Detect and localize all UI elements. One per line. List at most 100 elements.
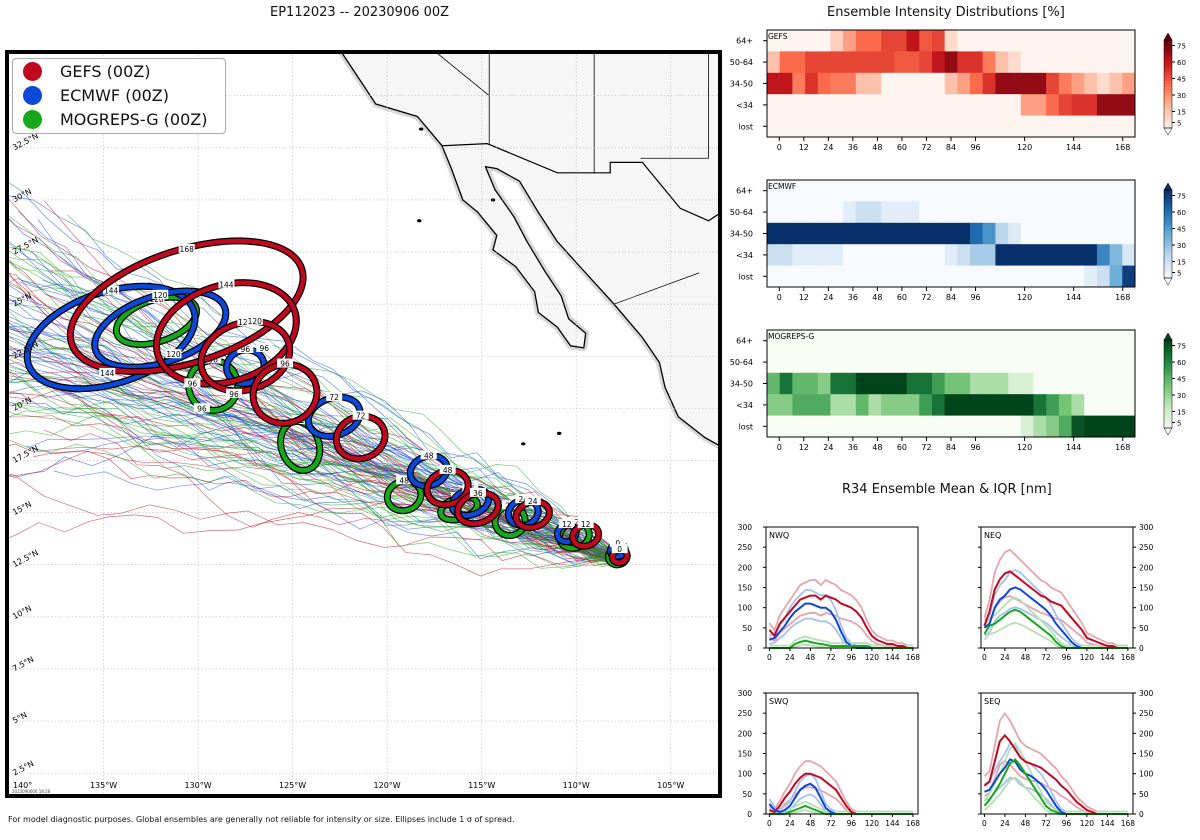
heatmap-cell xyxy=(919,51,933,74)
heatmap-cell xyxy=(1058,115,1072,138)
colorbar-segment xyxy=(1164,119,1172,123)
heatmap-cell xyxy=(1046,351,1060,374)
heatmap-cell xyxy=(855,372,869,395)
heatmap-cell xyxy=(843,330,857,352)
colorbar-top-arrow xyxy=(1163,32,1173,41)
lon-tick-label: 130°W xyxy=(184,781,211,790)
heatmap-cell xyxy=(982,351,996,374)
heatmap-cell xyxy=(817,30,831,52)
heatmap-cell xyxy=(868,265,882,288)
heatmap-cell xyxy=(1109,180,1123,202)
heatmap-cell xyxy=(906,415,920,438)
heatmap-cell xyxy=(906,180,920,202)
hour-tick-label: 144 xyxy=(1066,293,1081,302)
hour-tick-label: 24 xyxy=(823,143,833,152)
r34-hour-tick-label: 144 xyxy=(885,653,900,662)
heatmap-cell xyxy=(906,115,920,138)
r34-iqr-upper-line xyxy=(983,568,1128,647)
r34-value-tick-label: 0 xyxy=(1139,810,1144,819)
heatmap-cell xyxy=(995,351,1009,374)
heatmap-cell xyxy=(970,351,984,374)
r34-value-tick-label: 150 xyxy=(738,750,753,759)
heatmap-cell xyxy=(843,180,857,202)
r34-hour-tick-label: 144 xyxy=(1100,653,1115,662)
heatmap-cell xyxy=(1020,244,1034,266)
heatmap-cell xyxy=(944,180,958,202)
heatmap-cell xyxy=(931,30,946,52)
heatmap-cell xyxy=(868,201,882,224)
heatmap-cell xyxy=(1096,394,1111,416)
colorbar-tick-label: 15 xyxy=(1177,259,1186,267)
island xyxy=(417,219,422,223)
heatmap-cell xyxy=(767,244,781,266)
r34-hour-tick-label: 72 xyxy=(826,653,836,662)
heatmap-cell xyxy=(1008,394,1022,416)
colorbar-segment xyxy=(1164,407,1172,411)
heatmap-cell xyxy=(1020,351,1034,374)
intensity-category-label: <34 xyxy=(736,251,753,260)
intensity-category-label: 64+ xyxy=(736,187,753,196)
colorbar-segment xyxy=(1164,272,1172,276)
heatmap-cell xyxy=(1008,30,1022,52)
r34-iqr-upper-line xyxy=(983,548,1128,647)
heatmap-cell xyxy=(805,372,819,395)
heatmap-cell xyxy=(779,180,793,202)
colorbar-segment xyxy=(1164,360,1172,364)
colorbar-segment xyxy=(1164,63,1172,67)
heatmap-cell xyxy=(1046,372,1060,395)
heatmap-cell xyxy=(1046,180,1060,202)
r34-panel-nwq: NWQ 0 24 48 72 96 120 144 168 0 50 100 150 200 250 300 xyxy=(738,523,921,662)
heatmap-cell xyxy=(893,94,907,116)
heatmap-cell xyxy=(779,72,793,95)
heatmap-cell xyxy=(855,72,869,95)
lon-tick-label: 135°W xyxy=(90,781,117,790)
heatmap-cell xyxy=(779,94,793,116)
ensemble-track-line xyxy=(9,260,619,559)
heatmap-cell xyxy=(855,394,869,416)
heatmap-cell xyxy=(931,330,946,352)
r34-value-tick-label: 100 xyxy=(738,770,753,779)
heatmap-cell xyxy=(855,115,869,138)
heatmap-cell xyxy=(805,30,819,52)
colorbar-segment xyxy=(1164,236,1172,241)
ellipse-label-bg xyxy=(469,487,486,497)
heatmap-cell xyxy=(995,330,1009,352)
r34-mean-line xyxy=(768,594,913,649)
heatmap-cell xyxy=(830,115,844,138)
heatmap-cell xyxy=(855,265,869,288)
r34-value-tick-label: 0 xyxy=(1139,644,1144,653)
r34-hour-tick-label: 120 xyxy=(1080,653,1095,662)
heatmap-cell xyxy=(1122,394,1136,416)
heatmap-cell xyxy=(995,265,1009,288)
heatmap-cell xyxy=(944,372,958,395)
heatmap-cell xyxy=(779,415,793,438)
heatmap-cell xyxy=(1096,372,1111,395)
colorbar-segment xyxy=(1164,228,1172,232)
hour-tick-label: 24 xyxy=(823,293,833,302)
lon-tick-label: 105°W xyxy=(657,781,684,790)
heatmap-cell xyxy=(1096,265,1111,288)
r34-hour-tick-label: 0 xyxy=(767,653,772,662)
r34-value-tick-label: 50 xyxy=(742,790,752,799)
legend-entry-ecmwf: ECMWF (00Z) xyxy=(23,84,225,107)
colorbar-tick-label: 75 xyxy=(1177,43,1186,51)
heatmap-cell xyxy=(1071,72,1085,95)
heatmap-cell xyxy=(970,222,984,245)
heatmap-cell xyxy=(995,115,1009,138)
heatmap-cell xyxy=(970,51,984,74)
colorbar-segment xyxy=(1164,81,1172,85)
heatmap-cell xyxy=(931,222,946,245)
r34-hour-tick-label: 72 xyxy=(826,819,836,828)
r34-frame xyxy=(765,692,919,815)
heatmap-cell xyxy=(792,372,806,395)
colorbar-segment xyxy=(1164,257,1172,261)
colorbar-segment xyxy=(1164,389,1172,394)
heatmap-cell xyxy=(1058,372,1072,395)
r34-hour-tick-label: 24 xyxy=(785,819,795,828)
heatmap-cell xyxy=(970,180,984,202)
colorbar-segment xyxy=(1164,254,1172,258)
ellipse-hour-label: 36 xyxy=(473,489,483,498)
heatmap-cell xyxy=(1058,330,1072,352)
heatmap-cell xyxy=(1096,244,1111,266)
heatmap-cell xyxy=(767,394,781,416)
